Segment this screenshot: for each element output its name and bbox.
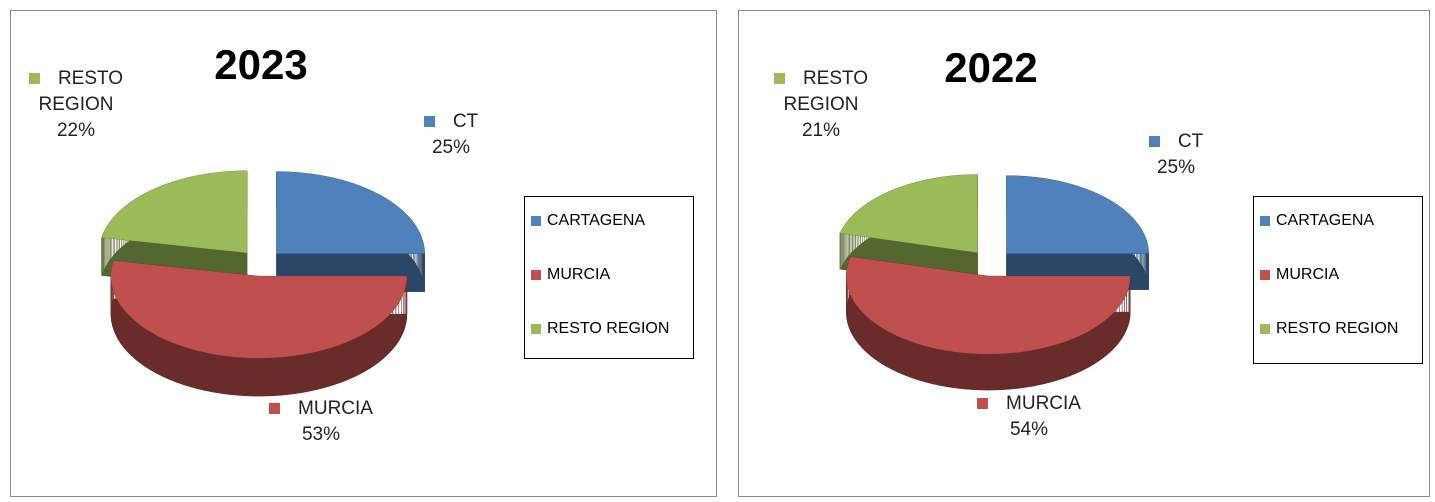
legend-swatch <box>1260 216 1270 226</box>
slice-top <box>1006 175 1149 254</box>
data-label-name: RESTO REGION <box>761 66 881 118</box>
legend-item: CARTAGENA <box>1260 211 1416 231</box>
data-label: CT 25% <box>1131 129 1221 181</box>
label-marker <box>269 403 281 414</box>
slice-top <box>839 174 978 253</box>
data-label: RESTO REGION 22% <box>16 66 136 144</box>
label-value: 21% <box>801 120 841 141</box>
legend-item: RESTO REGION <box>1260 319 1416 339</box>
legend-swatch <box>1260 324 1270 334</box>
label-name: MURCIA <box>298 398 373 419</box>
legend-label: RESTO REGION <box>547 320 670 337</box>
data-label: CT 25% <box>406 109 496 161</box>
label-marker <box>977 398 989 409</box>
legend-swatch <box>531 270 541 280</box>
data-label-name: CT <box>1131 129 1221 155</box>
data-label-name: RESTO REGION <box>16 66 136 118</box>
data-label: MURCIA 54% <box>969 391 1089 443</box>
legend-swatch <box>1260 270 1270 280</box>
label-value: 54% <box>1009 419 1049 440</box>
data-label-name: CT <box>406 109 496 135</box>
legend: CARTAGENA MURCIA RESTO REGION <box>1253 196 1423 364</box>
label-value: 25% <box>1156 157 1196 178</box>
label-marker <box>28 73 40 84</box>
slice-top <box>110 260 407 359</box>
legend: CARTAGENA MURCIA RESTO REGION <box>524 196 694 359</box>
legend-item: MURCIA <box>1260 265 1416 285</box>
label-name: RESTO REGION <box>38 68 124 115</box>
legend-label: RESTO REGION <box>1276 320 1399 337</box>
label-value: 25% <box>431 137 471 158</box>
legend-label: MURCIA <box>1276 266 1340 283</box>
legend-swatch <box>531 324 541 334</box>
data-label-name: MURCIA <box>969 391 1089 417</box>
data-label-name: MURCIA <box>261 396 381 422</box>
slice-top <box>276 171 425 254</box>
label-name: MURCIA <box>1006 393 1081 414</box>
label-value: 22% <box>56 120 96 141</box>
label-name: CT <box>1177 131 1204 152</box>
chart-panel: 2023 RESTO REGION 22% CT 25% MURCIA 53% CARTAGE… <box>10 10 717 497</box>
data-label: RESTO REGION 21% <box>761 66 881 144</box>
legend-label: CARTAGENA <box>547 212 646 229</box>
legend-item: CARTAGENA <box>531 211 687 231</box>
label-marker <box>423 116 435 127</box>
legend-label: CARTAGENA <box>1276 212 1375 229</box>
slice-top <box>846 256 1131 355</box>
data-label: MURCIA 53% <box>261 396 381 448</box>
label-name: RESTO REGION <box>783 68 869 115</box>
label-name: CT <box>452 111 479 132</box>
label-value: 53% <box>301 424 341 445</box>
pie-plot <box>839 174 1149 391</box>
slice-top <box>101 170 247 253</box>
label-marker <box>773 73 785 84</box>
label-marker <box>1148 136 1160 147</box>
chart-title: 2023 <box>214 41 308 88</box>
legend-swatch <box>531 216 541 226</box>
legend-item: RESTO REGION <box>531 319 687 339</box>
pie-plot <box>101 170 425 397</box>
legend-item: MURCIA <box>531 265 687 285</box>
chart-panel: 2022 RESTO REGION 21% CT 25% MURCIA 54% CARTAGE… <box>738 10 1430 497</box>
chart-title: 2022 <box>944 44 1038 91</box>
legend-label: MURCIA <box>547 266 611 283</box>
